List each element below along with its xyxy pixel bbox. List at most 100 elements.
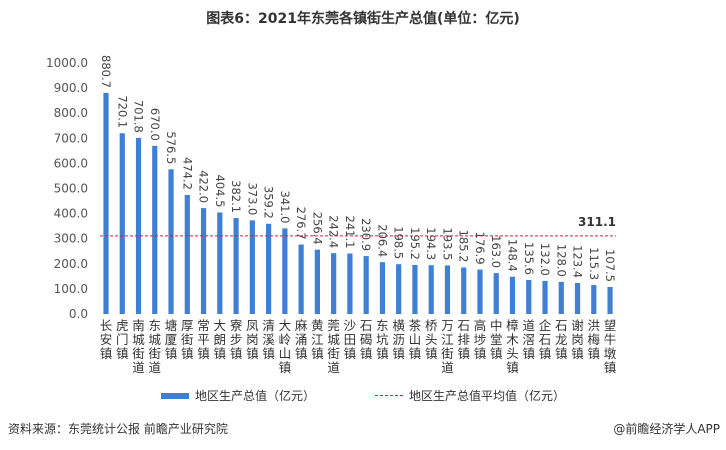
- data-label: 194.3: [424, 227, 438, 260]
- x-tick-label: 中: [490, 318, 503, 333]
- bar: [542, 280, 548, 314]
- bar: [428, 265, 434, 314]
- data-label: 474.2: [180, 157, 194, 190]
- bar: [574, 283, 581, 314]
- x-tick-label: 南: [132, 318, 145, 333]
- x-tick-label: 莞: [327, 318, 340, 333]
- x-tick-label: 堂: [490, 332, 503, 347]
- y-tick-label: 600.0: [54, 156, 88, 170]
- x-tick-label: 麻: [295, 318, 308, 333]
- x-tick-label: 大: [214, 318, 227, 333]
- x-tick-label: 镇: [344, 346, 357, 361]
- y-tick-label: 400.0: [54, 207, 88, 221]
- x-tick-label: 岗: [571, 332, 584, 347]
- legend-label: 地区生产总值（亿元）: [194, 389, 315, 403]
- data-label: 720.1: [115, 95, 129, 128]
- y-tick-label: 300.0: [54, 232, 88, 246]
- x-tick-label: 清: [262, 318, 275, 333]
- x-tick-label: 街: [132, 346, 145, 361]
- x-tick-label: 城: [149, 332, 162, 347]
- y-tick-label: 900.0: [54, 81, 88, 95]
- x-tick-label: 镇: [490, 346, 503, 361]
- data-label: 206.4: [375, 224, 389, 257]
- x-tick-label: 朗: [214, 332, 227, 347]
- x-tick-label: 墩: [604, 346, 617, 361]
- data-label: 193.5: [440, 227, 454, 260]
- x-tick-label: 长: [100, 318, 113, 333]
- x-tick-label: 镇: [425, 346, 438, 361]
- data-label: 148.4: [506, 239, 520, 272]
- x-tick-label: 镇: [116, 346, 129, 361]
- x-tick-label: 厦: [165, 332, 178, 347]
- x-tick-label: 街: [441, 346, 454, 361]
- x-tick-label: 镇: [100, 346, 113, 361]
- bar: [233, 218, 239, 314]
- x-tick-label: 街: [149, 346, 162, 361]
- data-label: 123.4: [571, 245, 585, 278]
- bar: [607, 287, 613, 314]
- bar: [412, 265, 418, 314]
- x-tick-label: 道: [132, 360, 145, 375]
- bar: [119, 133, 125, 314]
- x-tick-label: 头: [425, 332, 438, 347]
- x-tick-label: 城: [327, 332, 340, 347]
- x-tick-label: 道: [523, 318, 536, 333]
- x-tick-label: 安: [100, 332, 113, 347]
- source-note: 资料来源：东莞统计公报 前瞻产业研究院: [8, 422, 228, 436]
- x-tick-label: 镇: [457, 346, 470, 361]
- data-label: 176.9: [473, 232, 487, 265]
- x-tick-label: 镇: [523, 346, 536, 361]
- x-tick-label: 步: [230, 332, 243, 347]
- x-tick-label: 镇: [571, 346, 584, 361]
- x-tick-label: 石: [539, 332, 552, 347]
- x-tick-label: 街: [327, 346, 340, 361]
- x-tick-label: 企: [539, 318, 552, 333]
- data-label: 422.0: [197, 170, 211, 203]
- x-tick-label: 镇: [165, 346, 178, 361]
- legend-label: 地区生产总值平均值（亿元）: [409, 389, 566, 403]
- x-tick-label: 镇: [360, 346, 373, 361]
- bar: [217, 212, 223, 314]
- data-label: 198.5: [392, 226, 406, 259]
- data-label: 135.6: [522, 242, 536, 275]
- data-label: 701.8: [132, 100, 146, 133]
- x-tick-label: 镇: [474, 346, 487, 361]
- x-tick-label: 道: [441, 360, 454, 375]
- y-tick-label: 1000.0: [46, 56, 88, 70]
- x-tick-label: 梅: [588, 332, 601, 347]
- data-label: 373.0: [245, 182, 259, 215]
- x-tick-label: 江: [441, 332, 454, 347]
- y-tick-label: 800.0: [54, 106, 88, 120]
- average-label: 311.1: [578, 215, 616, 229]
- data-label: 341.0: [278, 190, 292, 223]
- bar: [314, 249, 320, 314]
- data-label: 115.3: [587, 247, 601, 280]
- x-tick-label: 常: [197, 318, 210, 333]
- x-tick-label: 镇: [604, 360, 617, 375]
- data-label: 576.5: [164, 131, 178, 164]
- data-label: 230.9: [359, 218, 373, 251]
- x-tick-label: 排: [457, 332, 470, 347]
- x-tick-label: 埗: [474, 332, 487, 347]
- bar: [347, 253, 353, 314]
- data-label: 404.5: [213, 175, 227, 208]
- x-tick-label: 樟: [506, 318, 519, 333]
- bar: [477, 269, 483, 314]
- x-tick-label: 镇: [246, 346, 259, 361]
- x-tick-label: 木: [506, 332, 519, 347]
- legend-bar-swatch: [160, 392, 189, 399]
- bar: [526, 279, 532, 314]
- x-tick-label: 涌: [295, 332, 308, 347]
- data-label: 163.0: [489, 235, 503, 268]
- x-tick-label: 头: [506, 346, 519, 361]
- x-tick-label: 碣: [360, 332, 373, 347]
- x-tick-label: 石: [457, 318, 470, 333]
- bar: [200, 208, 207, 314]
- data-label: 880.7: [99, 55, 113, 88]
- data-label: 276.7: [294, 207, 308, 240]
- bar: [396, 264, 402, 314]
- y-tick-label: 0.0: [69, 307, 88, 321]
- bar: [152, 145, 158, 314]
- x-tick-label: 镇: [311, 346, 324, 361]
- x-tick-label: 横: [392, 318, 405, 333]
